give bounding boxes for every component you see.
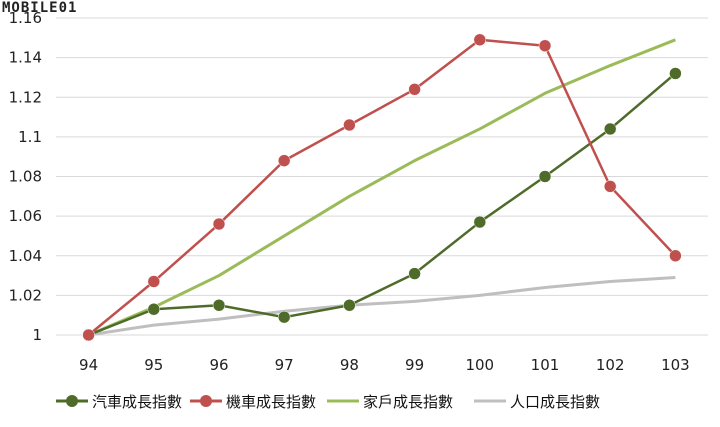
data-point — [408, 83, 421, 96]
data-point — [212, 217, 226, 231]
data-point — [147, 302, 161, 316]
x-tick-label: 100 — [465, 356, 494, 374]
y-tick-label: 1.06 — [9, 207, 42, 225]
series-line — [88, 38, 676, 337]
data-point — [343, 118, 356, 132]
watermark-logo: MOBILE01 — [2, 0, 78, 16]
series-line — [88, 276, 676, 337]
y-tick-label: 1.12 — [9, 88, 42, 106]
y-tick-label: 1.14 — [9, 49, 42, 67]
data-point — [82, 328, 95, 342]
series-line — [87, 38, 677, 336]
legend-label: 人口成長指數 — [510, 393, 600, 411]
legend-marker — [200, 395, 212, 407]
y-tick-label: 1.02 — [9, 286, 42, 304]
y-tick-label: 1.1 — [18, 128, 42, 146]
legend-marker — [66, 395, 78, 407]
x-tick-label: 99 — [405, 356, 424, 374]
data-point — [147, 275, 161, 288]
series-line — [88, 72, 677, 337]
data-point — [408, 267, 421, 280]
y-tick-label: 1.16 — [9, 9, 42, 27]
data-point — [669, 249, 682, 262]
x-tick-label: 97 — [275, 356, 294, 374]
data-point — [538, 39, 552, 52]
data-point — [538, 170, 552, 183]
series-lines — [82, 33, 682, 342]
y-tick-label: 1.04 — [9, 247, 42, 265]
legend-label: 家戶成長指數 — [363, 393, 453, 411]
x-tick-label: 95 — [144, 356, 163, 374]
data-point — [343, 299, 356, 312]
grid-lines — [56, 17, 708, 336]
legend-label: 機車成長指數 — [226, 393, 316, 411]
x-tick-label: 96 — [209, 356, 228, 374]
x-tick-label: 94 — [79, 356, 98, 374]
data-point — [603, 180, 617, 193]
data-point — [277, 310, 291, 324]
legend: 汽車成長指數 機車成長指數 家戶成長指數 人口成長指數 — [56, 393, 600, 411]
data-point — [473, 33, 487, 47]
x-tick-label: 101 — [531, 356, 560, 374]
legend-label: 汽車成長指數 — [92, 393, 182, 411]
data-point — [669, 67, 682, 80]
x-tick-label: 102 — [596, 356, 625, 374]
x-tick-label: 103 — [661, 356, 690, 374]
x-tick-label: 98 — [340, 356, 359, 374]
data-point — [212, 299, 226, 312]
data-point — [603, 122, 617, 136]
y-axis-ticks: 1 1.02 1.04 1.06 1.08 1.1 1.12 1.14 1.16 — [9, 9, 42, 344]
data-point — [277, 154, 291, 167]
data-point — [473, 215, 487, 229]
y-tick-label: 1 — [32, 326, 42, 344]
y-tick-label: 1.08 — [9, 168, 42, 186]
x-axis-ticks: 94 95 96 97 98 99 100 101 102 103 — [79, 356, 690, 374]
